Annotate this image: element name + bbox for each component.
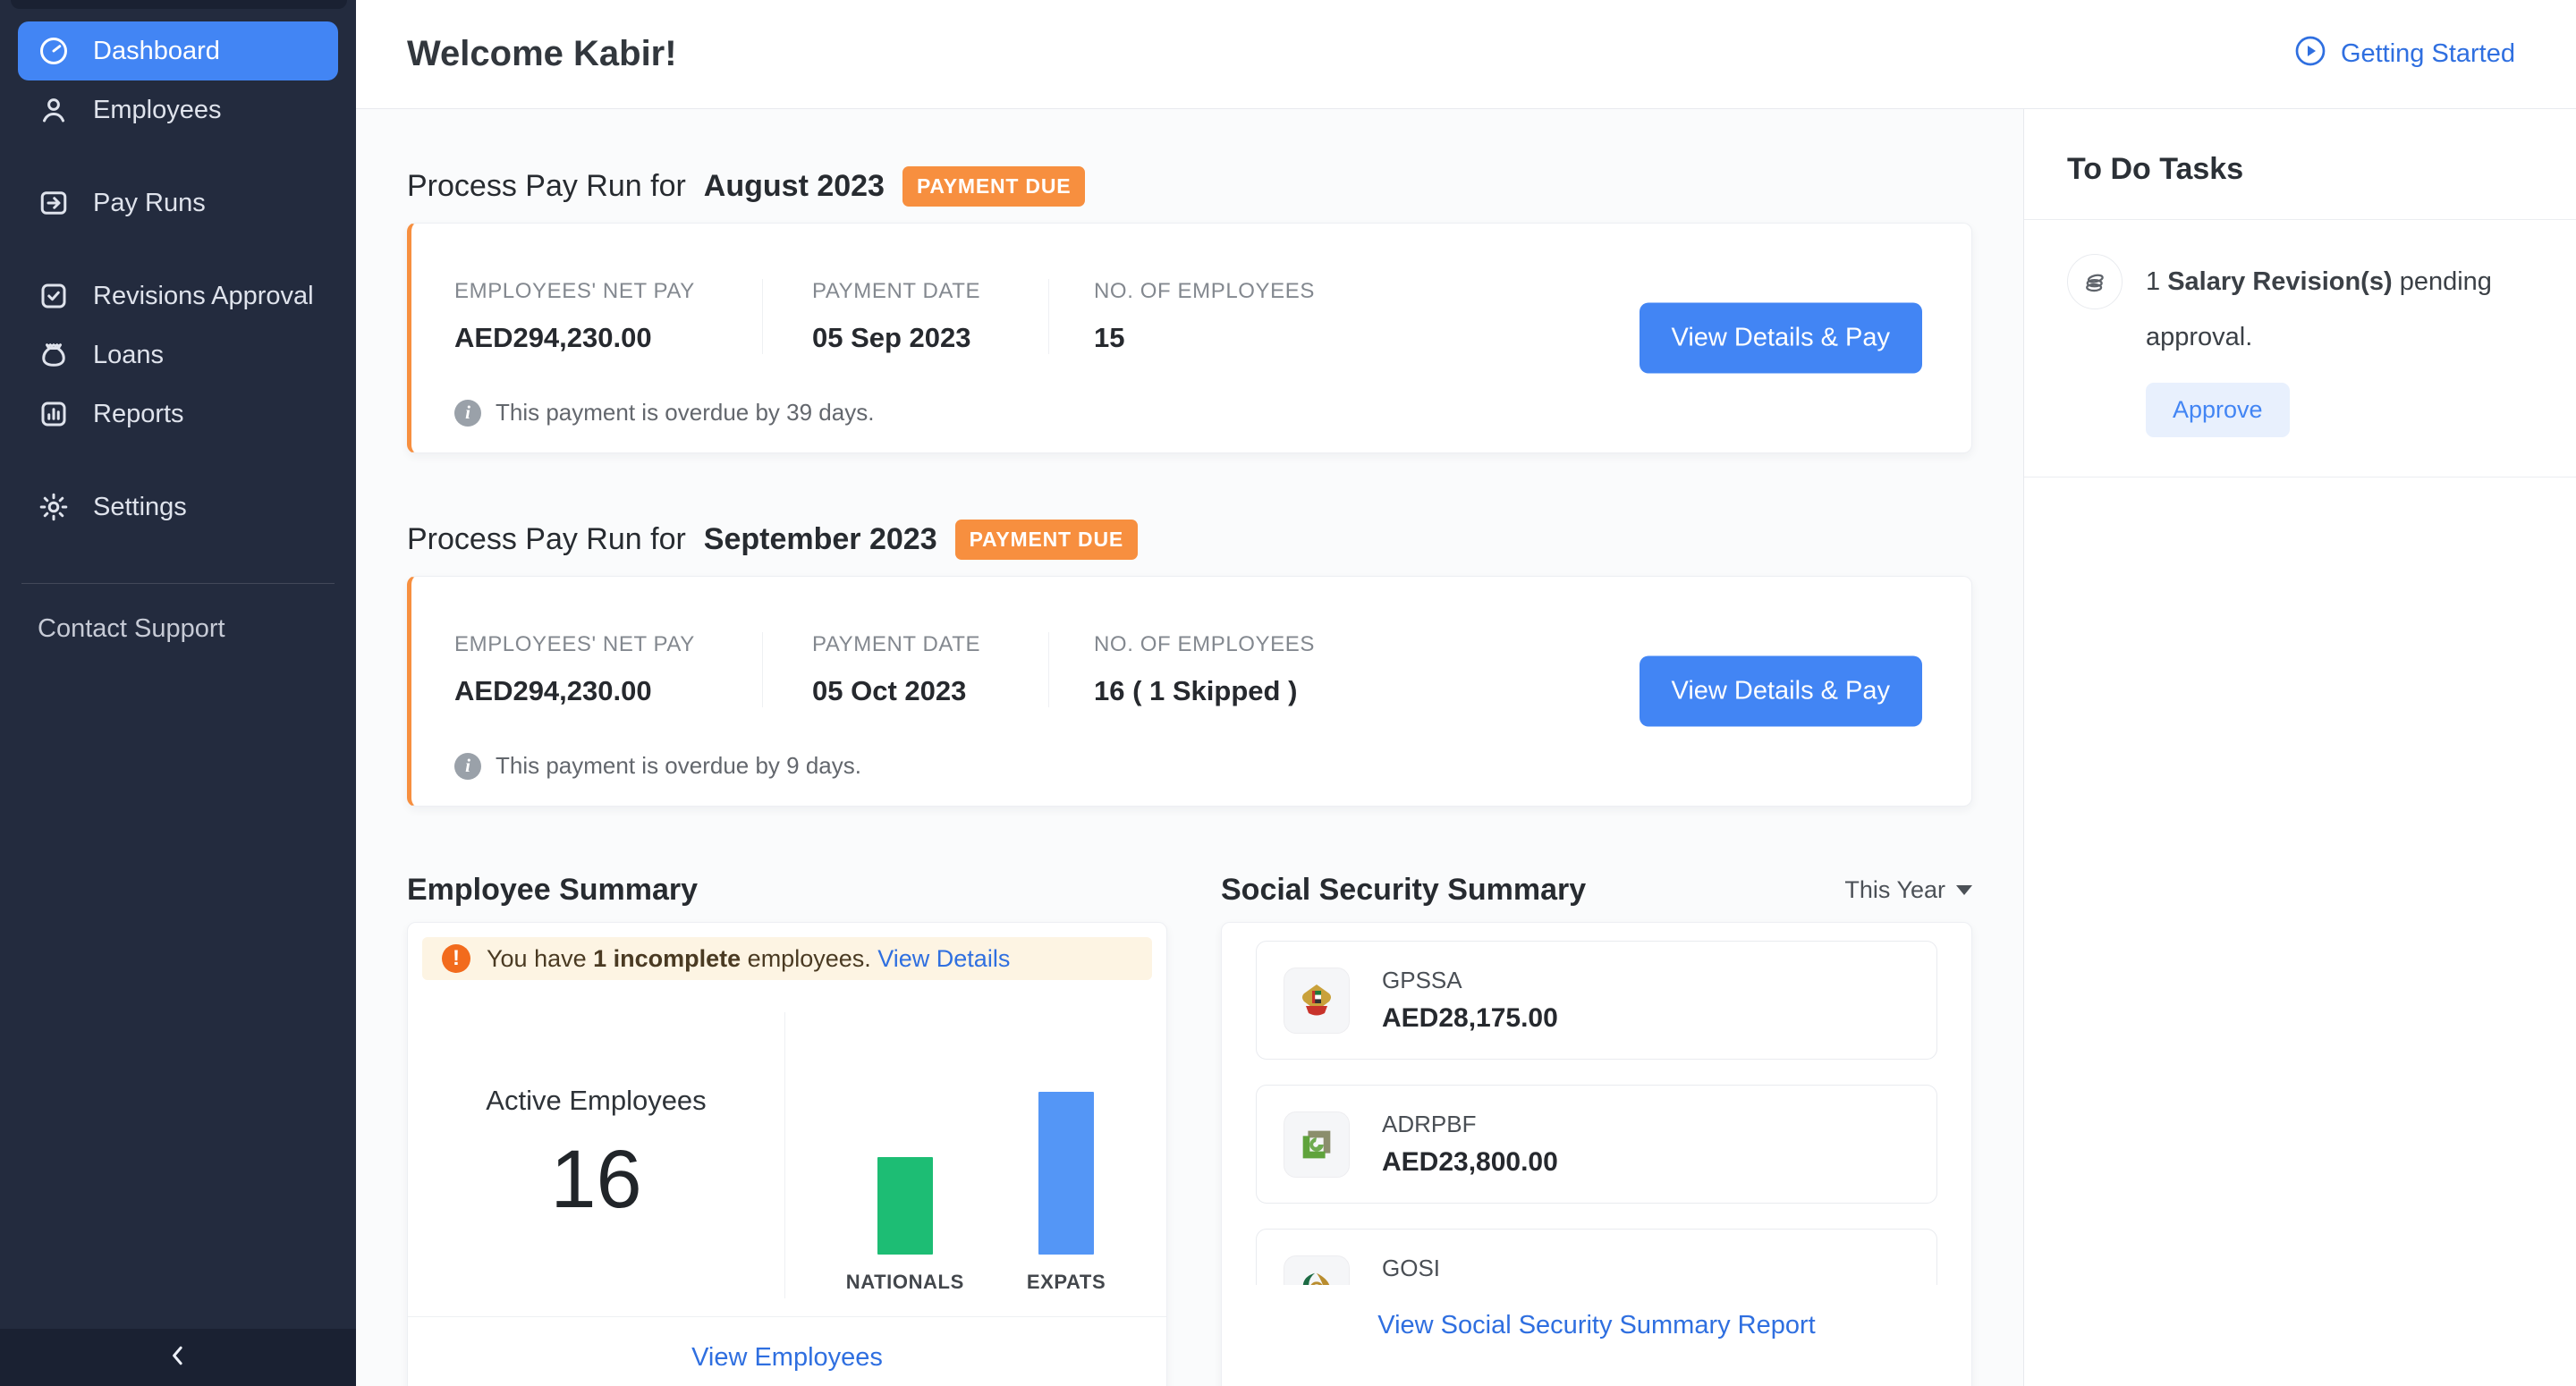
sidebar-item-pay-runs[interactable]: Pay Runs xyxy=(18,173,338,232)
sidebar-item-revisions-approval[interactable]: Revisions Approval xyxy=(18,266,338,325)
bar-nationals: NATIONALS xyxy=(846,1017,964,1294)
getting-started-link[interactable]: Getting Started xyxy=(2294,35,2515,74)
revisions-approval-icon xyxy=(38,280,70,312)
stat-net-pay: EMPLOYEES' NET PAY AED294,230.00 xyxy=(454,279,763,354)
sidebar: Dashboard Employees Pay Runs Revisions A… xyxy=(0,0,356,1386)
reports-icon xyxy=(38,398,70,430)
social-security-title: Social Security Summary xyxy=(1221,873,1587,907)
active-employees-count: 16 xyxy=(550,1133,642,1225)
main-content: Process Pay Run for August 2023 PAYMENT … xyxy=(356,109,2023,1386)
social-security-section: Social Security Summary This Year xyxy=(1221,873,1972,1386)
adrpbf-logo-icon xyxy=(1284,1111,1350,1178)
employee-summary-card: ! You have 1 incomplete employees. View … xyxy=(407,922,1167,1386)
info-icon: i xyxy=(454,399,481,427)
employees-icon xyxy=(38,94,70,126)
incomplete-warning-banner: ! You have 1 incomplete employees. View … xyxy=(422,937,1152,980)
stat-payment-date: PAYMENT DATE 05 Oct 2023 xyxy=(763,632,1049,707)
todo-task-salary-revision: 1 Salary Revision(s) pending approval. xyxy=(2024,220,2576,365)
chevron-left-icon xyxy=(165,1342,191,1373)
overdue-note: i This payment is overdue by 39 days. xyxy=(454,399,1971,427)
coins-icon xyxy=(2067,254,2123,309)
overdue-note: i This payment is overdue by 9 days. xyxy=(454,752,1971,780)
social-security-card: GPSSA AED28,175.00 xyxy=(1221,922,1972,1386)
chevron-down-icon xyxy=(1956,885,1972,895)
view-details-pay-button[interactable]: View Details & Pay xyxy=(1639,302,1922,374)
stat-employee-count: NO. OF EMPLOYEES 16 ( 1 Skipped ) xyxy=(1094,632,1315,706)
employee-summary-title: Employee Summary xyxy=(407,873,699,907)
dashboard-icon xyxy=(38,35,70,67)
top-header: Welcome Kabir! Getting Started xyxy=(356,0,2576,109)
sidebar-item-label: Settings xyxy=(93,492,187,521)
social-security-list: GPSSA AED28,175.00 xyxy=(1222,923,1971,1285)
employee-chart: Active Employees 16 NATIONALS xyxy=(408,994,1166,1316)
sidebar-item-label: Loans xyxy=(93,340,165,369)
payrun-card-august: EMPLOYEES' NET PAY AED294,230.00 PAYMENT… xyxy=(407,223,1972,453)
contact-support-link[interactable]: Contact Support xyxy=(38,614,225,643)
employee-summary-section: Employee Summary ! You have 1 incomplete… xyxy=(407,873,1167,1386)
pay-runs-icon xyxy=(38,187,70,219)
loans-icon xyxy=(38,339,70,371)
payment-due-badge: PAYMENT DUE xyxy=(902,166,1086,207)
approve-button[interactable]: Approve xyxy=(2146,383,2290,437)
view-details-link[interactable]: View Details xyxy=(877,944,1011,972)
list-item-gosi: GOSI AED19,800.00 xyxy=(1256,1229,1937,1285)
range-dropdown[interactable]: This Year xyxy=(1844,876,1972,904)
view-social-security-report-link[interactable]: View Social Security Summary Report xyxy=(1377,1310,1816,1340)
sidebar-top-strip xyxy=(11,0,347,9)
payrun-card-september: EMPLOYEES' NET PAY AED294,230.00 PAYMENT… xyxy=(407,576,1972,807)
stat-payment-date: PAYMENT DATE 05 Sep 2023 xyxy=(763,279,1049,354)
play-circle-icon xyxy=(2294,35,2326,74)
list-item-gpssa: GPSSA AED28,175.00 xyxy=(1256,941,1937,1060)
view-employees-link[interactable]: View Employees xyxy=(691,1343,883,1372)
sidebar-item-label: Dashboard xyxy=(93,36,220,65)
settings-icon xyxy=(38,491,70,523)
sidebar-item-label: Employees xyxy=(93,95,222,124)
gpssa-logo-icon xyxy=(1284,967,1350,1034)
bar-expats: EXPATS xyxy=(1027,1017,1106,1294)
info-icon: i xyxy=(454,752,481,780)
payrun-august-title: Process Pay Run for August 2023 PAYMENT … xyxy=(407,166,1972,207)
active-employees-label: Active Employees xyxy=(486,1084,707,1116)
task-text: 1 Salary Revision(s) pending approval. xyxy=(2146,267,2492,351)
sidebar-item-label: Reports xyxy=(93,399,184,428)
gosi-logo-icon xyxy=(1284,1255,1350,1285)
sidebar-item-loans[interactable]: Loans xyxy=(18,325,338,385)
sidebar-collapse-button[interactable] xyxy=(0,1329,356,1386)
warning-icon: ! xyxy=(442,944,470,973)
stat-net-pay: EMPLOYEES' NET PAY AED294,230.00 xyxy=(454,632,763,707)
list-item-adrpbf: ADRPBF AED23,800.00 xyxy=(1256,1085,1937,1204)
todo-panel: To Do Tasks 1 Salary Revision(s) pending… xyxy=(2023,109,2576,1386)
payrun-september-title: Process Pay Run for September 2023 PAYME… xyxy=(407,520,1972,560)
sidebar-item-reports[interactable]: Reports xyxy=(18,385,338,444)
sidebar-item-label: Revisions Approval xyxy=(93,281,314,310)
sidebar-item-dashboard[interactable]: Dashboard xyxy=(18,21,338,80)
view-details-pay-button[interactable]: View Details & Pay xyxy=(1639,655,1922,727)
sidebar-divider xyxy=(21,583,335,584)
stat-employee-count: NO. OF EMPLOYEES 15 xyxy=(1094,279,1315,353)
payment-due-badge: PAYMENT DUE xyxy=(954,520,1138,560)
divider xyxy=(2024,219,2576,220)
todo-title: To Do Tasks xyxy=(2067,152,2244,186)
sidebar-item-settings[interactable]: Settings xyxy=(18,477,338,537)
sidebar-item-employees[interactable]: Employees xyxy=(18,80,338,139)
page-title: Welcome Kabir! xyxy=(407,34,677,73)
sidebar-item-label: Pay Runs xyxy=(93,188,206,217)
